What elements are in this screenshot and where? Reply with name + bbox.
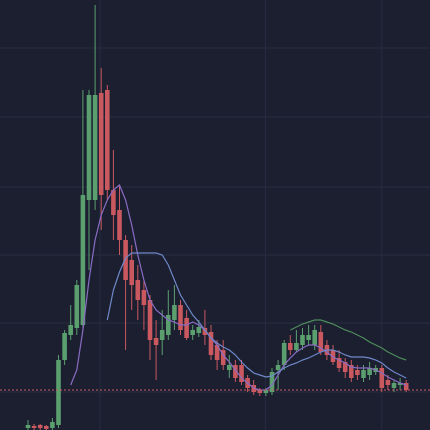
candle-body bbox=[355, 370, 360, 375]
candle-body bbox=[330, 350, 336, 362]
candle-body bbox=[208, 332, 214, 355]
candle-body bbox=[214, 345, 220, 360]
candle-body bbox=[288, 343, 293, 350]
candle-body bbox=[98, 93, 104, 195]
candle-body bbox=[300, 335, 305, 345]
candle-body bbox=[391, 383, 397, 388]
moving-average-line bbox=[106, 252, 407, 379]
candle-body bbox=[105, 90, 110, 190]
candle-body bbox=[141, 290, 147, 305]
candle-body bbox=[56, 360, 61, 425]
candle-body bbox=[117, 210, 122, 240]
candle-body bbox=[184, 318, 189, 338]
candle-body bbox=[349, 365, 354, 378]
candle-body bbox=[233, 365, 238, 378]
candle-body bbox=[379, 368, 385, 388]
candle-body bbox=[62, 333, 67, 360]
candle-body bbox=[80, 195, 86, 325]
candle-body bbox=[190, 330, 195, 335]
candle-body bbox=[111, 190, 116, 215]
candle-body bbox=[385, 380, 391, 385]
candle-body bbox=[342, 362, 348, 372]
candle-body bbox=[68, 325, 73, 335]
candle-body bbox=[153, 338, 159, 345]
candle-body bbox=[178, 305, 183, 330]
candle-body bbox=[25, 425, 31, 428]
candle-body bbox=[172, 305, 177, 320]
candle-body bbox=[92, 95, 98, 200]
candle-body bbox=[367, 368, 372, 375]
candle-body bbox=[227, 365, 232, 370]
candle-body bbox=[135, 280, 141, 300]
candle-body bbox=[86, 95, 92, 200]
candle-body bbox=[263, 390, 269, 393]
candle-body bbox=[294, 343, 299, 350]
candle-body bbox=[202, 328, 208, 335]
candle-body bbox=[306, 335, 311, 340]
candle-body bbox=[147, 300, 153, 340]
moving-average-line bbox=[70, 184, 407, 391]
candle-body bbox=[37, 425, 43, 428]
candle-body bbox=[50, 422, 55, 428]
candle-body bbox=[196, 327, 202, 333]
candle-body bbox=[312, 330, 317, 345]
candle-body bbox=[403, 383, 409, 390]
candle-body bbox=[220, 350, 226, 365]
candle-body bbox=[239, 365, 244, 382]
candle-body bbox=[123, 240, 128, 280]
candle-body bbox=[397, 383, 403, 385]
candle-body bbox=[44, 426, 49, 429]
candle-body bbox=[74, 285, 80, 328]
candle-body bbox=[159, 330, 165, 340]
candle-body bbox=[269, 372, 275, 392]
candle-body bbox=[318, 332, 324, 352]
candle-body bbox=[257, 390, 263, 393]
candle-body bbox=[281, 343, 287, 365]
candle-body bbox=[336, 358, 342, 368]
candle-body bbox=[275, 365, 281, 370]
candle-body bbox=[31, 426, 37, 428]
moving-average-line bbox=[290, 319, 407, 361]
candle-body bbox=[129, 260, 134, 285]
candle-body bbox=[361, 370, 366, 378]
candle-body bbox=[166, 315, 171, 335]
